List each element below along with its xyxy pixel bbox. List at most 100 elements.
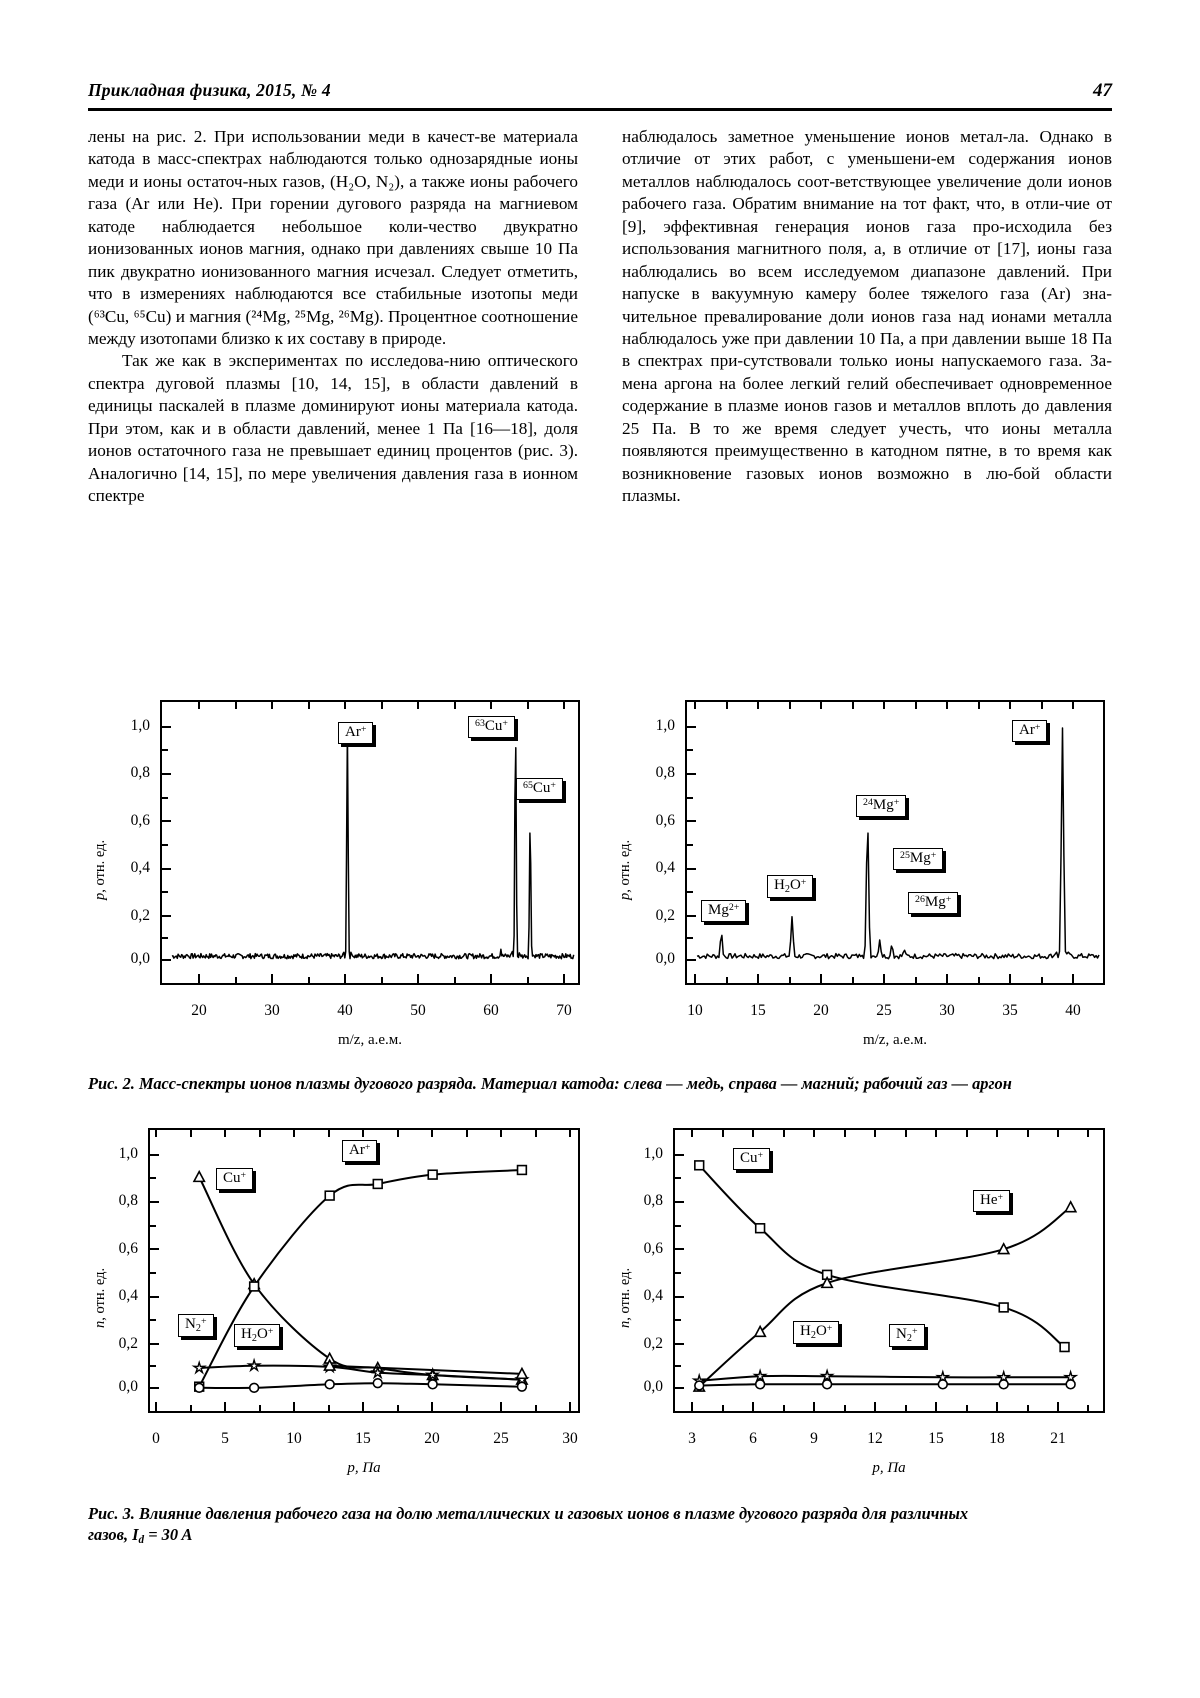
callout-mg24: 24Mg+ — [856, 795, 907, 817]
top-tick-mark — [1009, 702, 1011, 709]
journal-title: Прикладная физика, 2015, № 4 — [88, 80, 331, 100]
paragraph: Так же как в экспериментах по исследова-… — [88, 351, 578, 505]
fig3-right-ylabel: n, отн. ед. — [617, 1267, 633, 1328]
x-tick-mark — [1072, 974, 1074, 983]
y-tick-label: 0,0 — [118, 1378, 138, 1395]
x-tick-label: 25 — [493, 1430, 509, 1447]
top-tick-mark — [1087, 1130, 1089, 1137]
top-tick-mark — [293, 1130, 295, 1137]
top-tick-mark — [344, 702, 346, 709]
top-tick-mark — [234, 702, 237, 709]
top-tick-mark — [813, 1130, 815, 1137]
fig3-right-xlabel: p, Па — [872, 1460, 906, 1476]
top-tick-mark — [490, 702, 492, 709]
x-tick-mark — [874, 1402, 876, 1411]
y-tick-minor — [150, 1364, 156, 1367]
fig2-right-xlabel: m/z, а.е.м. — [862, 1032, 928, 1048]
x-tick-minor — [1087, 1405, 1089, 1411]
y-tick-label: 0,8 — [118, 1192, 138, 1210]
top-tick-mark — [198, 702, 200, 709]
x-tick-mark — [417, 974, 419, 983]
x-tick-label: 15 — [928, 1430, 944, 1447]
x-tick-label: 20 — [191, 1002, 207, 1019]
x-tick-minor — [380, 977, 383, 983]
y-tick-label: 0,2 — [655, 906, 675, 924]
running-head: Прикладная физика, 2015, № 4 47 — [88, 80, 1112, 102]
fig3-left-ylabel: n, отн. ед. — [92, 1267, 108, 1328]
right-column: наблюдалось заметное уменьшение ионов ме… — [622, 126, 1112, 507]
x-tick-minor — [851, 977, 854, 983]
x-tick-minor — [782, 1405, 785, 1411]
y-tick-mark — [675, 1248, 684, 1251]
y-tick-minor — [162, 844, 168, 846]
y-tick-label: 0,4 — [643, 1287, 663, 1305]
x-tick-label: 10 — [286, 1430, 302, 1447]
callout-he: He+ — [973, 1190, 1011, 1212]
x-tick-mark — [198, 974, 200, 983]
fig2-right-ylabel: p, отн. ед. — [617, 839, 633, 900]
y-tick-minor — [675, 1177, 681, 1180]
y-tick-label: 0,0 — [655, 950, 675, 967]
y-tick-minor — [150, 1177, 156, 1180]
x-tick-minor — [234, 977, 237, 983]
top-tick-mark — [996, 1130, 998, 1137]
top-tick-mark — [417, 702, 419, 709]
y-tick-mark — [162, 958, 171, 961]
y-tick-label: 0,6 — [643, 1239, 663, 1257]
y-tick-mark — [150, 1153, 159, 1156]
y-tick-minor — [687, 936, 693, 939]
y-tick-mark — [162, 820, 171, 823]
x-tick-label: 30 — [264, 1002, 280, 1019]
y-tick-mark — [162, 867, 171, 870]
figure-3-caption-line1: Рис. 3. Влияние давления рабочего газа н… — [88, 1504, 969, 1523]
y-tick-mark — [675, 1295, 684, 1298]
top-tick-mark — [453, 702, 456, 709]
top-tick-mark — [563, 702, 565, 709]
fig3-left-xlabel: p, Па — [347, 1460, 381, 1476]
top-tick-mark — [534, 1130, 537, 1137]
x-tick-minor — [788, 977, 791, 983]
fig3-left-plot-area — [148, 1128, 580, 1413]
y-tick-label: 0,0 — [643, 1378, 663, 1395]
x-tick-minor — [904, 1405, 907, 1411]
figure-3: n, отн. ед. 1,0 0,8 0,6 0,4 0,2 0,0 0 5 10 15 20 25… — [88, 1128, 1112, 1476]
callout-cu: Cu+ — [216, 1168, 254, 1190]
x-tick-mark — [500, 1402, 502, 1411]
x-tick-minor — [725, 977, 728, 983]
x-tick-mark — [224, 1402, 226, 1411]
callout-ar: Ar+ — [342, 1140, 378, 1162]
x-tick-mark — [935, 1402, 937, 1411]
top-tick-mark — [1057, 1130, 1059, 1137]
fig2-right-spectrum — [696, 727, 1100, 960]
y-tick-mark — [687, 772, 696, 775]
y-tick-label: 0,8 — [655, 764, 675, 782]
y-tick-mark — [150, 1386, 159, 1389]
y-tick-label: 0,2 — [130, 906, 150, 924]
left-column: лены на рис. 2. При использовании меди в… — [88, 126, 578, 507]
top-tick-mark — [362, 1130, 364, 1137]
fig2-left-plot-area — [160, 700, 580, 985]
x-tick-mark — [362, 1402, 364, 1411]
x-tick-label: 20 — [424, 1430, 440, 1447]
x-tick-minor — [465, 1405, 468, 1411]
x-tick-mark — [569, 1402, 571, 1411]
x-tick-label: 25 — [876, 1002, 892, 1019]
callout-n2: N2+ — [178, 1314, 214, 1338]
y-tick-mark — [687, 915, 696, 918]
callout-h2o: H2O+ — [234, 1324, 281, 1348]
fig3-right-curves — [691, 1160, 1079, 1392]
x-tick-mark — [271, 974, 273, 983]
top-tick-mark — [725, 702, 728, 709]
top-tick-mark — [526, 702, 529, 709]
y-tick-mark — [162, 772, 171, 775]
x-tick-label: 10 — [687, 1002, 703, 1019]
fig3-left-curves — [191, 1164, 530, 1394]
x-tick-label: 18 — [989, 1430, 1005, 1447]
callout-cu63: 63Cu+ — [468, 716, 515, 738]
x-tick-minor — [396, 1405, 399, 1411]
y-tick-label: 0,4 — [118, 1287, 138, 1305]
y-tick-label: 0,8 — [643, 1192, 663, 1210]
y-tick-minor — [162, 749, 168, 752]
x-tick-mark — [431, 1402, 433, 1411]
y-tick-label: 1,0 — [643, 1145, 663, 1162]
